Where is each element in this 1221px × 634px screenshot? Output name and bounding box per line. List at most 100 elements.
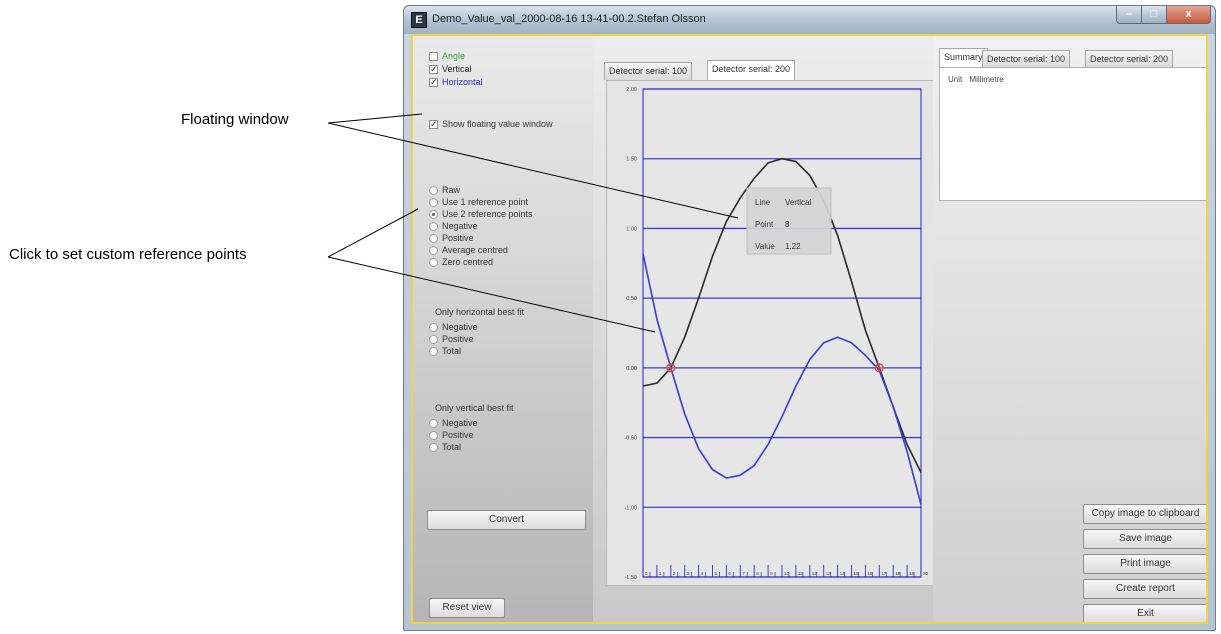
- x-tick-label: 1: [659, 571, 662, 576]
- x-tick-label: 4: [701, 571, 704, 576]
- maximize-button[interactable]: □: [1142, 6, 1167, 24]
- vertical-fit-label: Negative: [442, 418, 478, 428]
- floating-value-window: [746, 187, 832, 255]
- show-floating-toggle[interactable]: Show floating value window: [429, 118, 553, 130]
- x-tick-label: 19: [909, 571, 915, 576]
- vertical-fit-radio[interactable]: [429, 430, 438, 440]
- vertical-fit-option[interactable]: Total: [429, 441, 461, 453]
- tab-summary-detector-200[interactable]: Detector serial: 200: [1085, 50, 1174, 68]
- horizontal-fit-option[interactable]: Total: [429, 345, 461, 357]
- reference-radio[interactable]: [429, 221, 438, 231]
- horizontal-fit-radio[interactable]: [429, 322, 438, 332]
- reference-option[interactable]: Positive: [429, 232, 474, 244]
- y-tick-label: 0.50: [626, 296, 637, 302]
- unit-label: Unit: [948, 75, 963, 84]
- reference-radio[interactable]: [429, 197, 438, 207]
- floating-point-value: 8: [785, 220, 790, 229]
- reference-option[interactable]: Use 1 reference point: [429, 196, 528, 208]
- x-tick-label: 11: [798, 571, 803, 576]
- reference-option[interactable]: Raw: [429, 184, 460, 196]
- x-tick-label: 10: [784, 571, 790, 576]
- reference-radio[interactable]: [429, 185, 438, 195]
- x-tick-label: 16: [867, 571, 873, 576]
- x-tick-label: 18: [895, 571, 901, 576]
- exit-button[interactable]: Exit: [1083, 604, 1206, 622]
- vertical-fit-radio[interactable]: [429, 418, 438, 428]
- floating-window-annotation: Floating window: [181, 111, 289, 128]
- x-tick-label: 12: [812, 571, 818, 576]
- line-toggle-vertical[interactable]: Vertical: [429, 63, 472, 75]
- y-tick-label: 0.00: [626, 366, 637, 372]
- left-options-panel: Angle Vertical Horizontal Show floating …: [413, 36, 593, 622]
- print-image-button[interactable]: Print image: [1083, 554, 1206, 574]
- x-tick-label: 15: [854, 571, 860, 576]
- horizontal-fit-radio[interactable]: [429, 346, 438, 356]
- horizontal-fit-option[interactable]: Negative: [429, 321, 478, 333]
- horizontal-label: Horizontal: [442, 77, 483, 87]
- y-tick-label: 1.00: [626, 226, 637, 232]
- vertical-fit-radio[interactable]: [429, 442, 438, 452]
- title-bar[interactable]: E Demo_Value_val_2000-08-16 13-41-00.2.S…: [404, 6, 1215, 34]
- reference-option[interactable]: Use 2 reference points: [429, 208, 533, 220]
- tab-summary[interactable]: Summary: [939, 48, 988, 68]
- x-tick-label: 5: [715, 571, 718, 576]
- vertical-fit-option[interactable]: Negative: [429, 417, 478, 429]
- close-button[interactable]: x: [1167, 6, 1211, 24]
- reference-label: Negative: [442, 221, 478, 231]
- y-tick-label: 1.50: [626, 157, 637, 163]
- reference-label: Raw: [442, 185, 461, 195]
- unit-value: Millimetre: [969, 75, 1004, 84]
- reset-view-button[interactable]: Reset view: [429, 598, 505, 618]
- reference-radio[interactable]: [429, 233, 438, 243]
- x-tick-label: 14: [840, 571, 846, 576]
- x-tick-label: 9: [770, 571, 773, 576]
- reference-label: Use 2 reference points: [442, 209, 533, 219]
- angle-label: Angle: [442, 51, 466, 61]
- tab-detector-100[interactable]: Detector serial: 100: [604, 62, 693, 80]
- tab-summary-detector-100[interactable]: Detector serial: 100: [982, 50, 1071, 68]
- vertical-checkbox[interactable]: [429, 63, 438, 75]
- reference-option[interactable]: Zero centred: [429, 256, 493, 268]
- copy-image-button[interactable]: Copy image to clipboard: [1083, 504, 1206, 524]
- vertical-fit-label: Positive: [442, 430, 474, 440]
- vertical-fit-option[interactable]: Positive: [429, 429, 474, 441]
- create-report-button[interactable]: Create report: [1083, 579, 1206, 599]
- floating-line-value: Vertical: [785, 198, 811, 207]
- reference-radio[interactable]: [429, 245, 438, 255]
- summary-unit-row: Unit Millimetre: [948, 75, 1009, 84]
- app-icon: E: [411, 12, 427, 28]
- y-tick-label: -1.50: [624, 575, 637, 581]
- plot-area: [642, 88, 922, 578]
- angle-checkbox[interactable]: [429, 51, 438, 61]
- minimize-button[interactable]: –: [1116, 6, 1142, 24]
- show-floating-checkbox[interactable]: [429, 118, 438, 130]
- vertical-label: Vertical: [442, 64, 472, 74]
- horizontal-checkbox[interactable]: [429, 76, 438, 88]
- horizontal-fit-radio[interactable]: [429, 334, 438, 344]
- line-chart[interactable]: 2.001.501.000.500.00-0.50-1.00-1.500 1 2 3 4…: [607, 81, 937, 587]
- reference-label: Zero centred: [442, 257, 494, 267]
- series-line-vertical[interactable]: [642, 157, 922, 473]
- summary-panel: Unit Millimetre: [939, 67, 1206, 201]
- reference-option[interactable]: Average centred: [429, 244, 508, 256]
- series-line-horizontal[interactable]: [642, 253, 922, 505]
- x-tick-label: 3: [687, 571, 690, 576]
- reference-radio[interactable]: [429, 257, 438, 267]
- reference-option[interactable]: Negative: [429, 220, 478, 232]
- floating-line-label: Line: [755, 198, 771, 207]
- line-toggle-horizontal[interactable]: Horizontal: [429, 76, 483, 88]
- y-tick-label: -0.50: [624, 436, 637, 442]
- tab-detector-200[interactable]: Detector serial: 200: [707, 60, 796, 80]
- show-floating-label: Show floating value window: [442, 119, 553, 129]
- reference-label: Use 1 reference point: [442, 197, 529, 207]
- x-tick-label: 13: [826, 571, 832, 576]
- save-image-button[interactable]: Save image: [1083, 529, 1206, 549]
- line-toggle-angle[interactable]: Angle: [429, 50, 465, 62]
- horizontal-fit-option[interactable]: Positive: [429, 333, 474, 345]
- reference-radio[interactable]: [429, 209, 438, 219]
- floating-value-label: Value: [755, 242, 775, 251]
- convert-button[interactable]: Convert: [427, 510, 586, 530]
- horizontal-fit-title: Only horizontal best fit: [435, 307, 525, 317]
- reference-points-annotation: Click to set custom reference points: [9, 246, 247, 263]
- horizontal-fit-label: Positive: [442, 334, 474, 344]
